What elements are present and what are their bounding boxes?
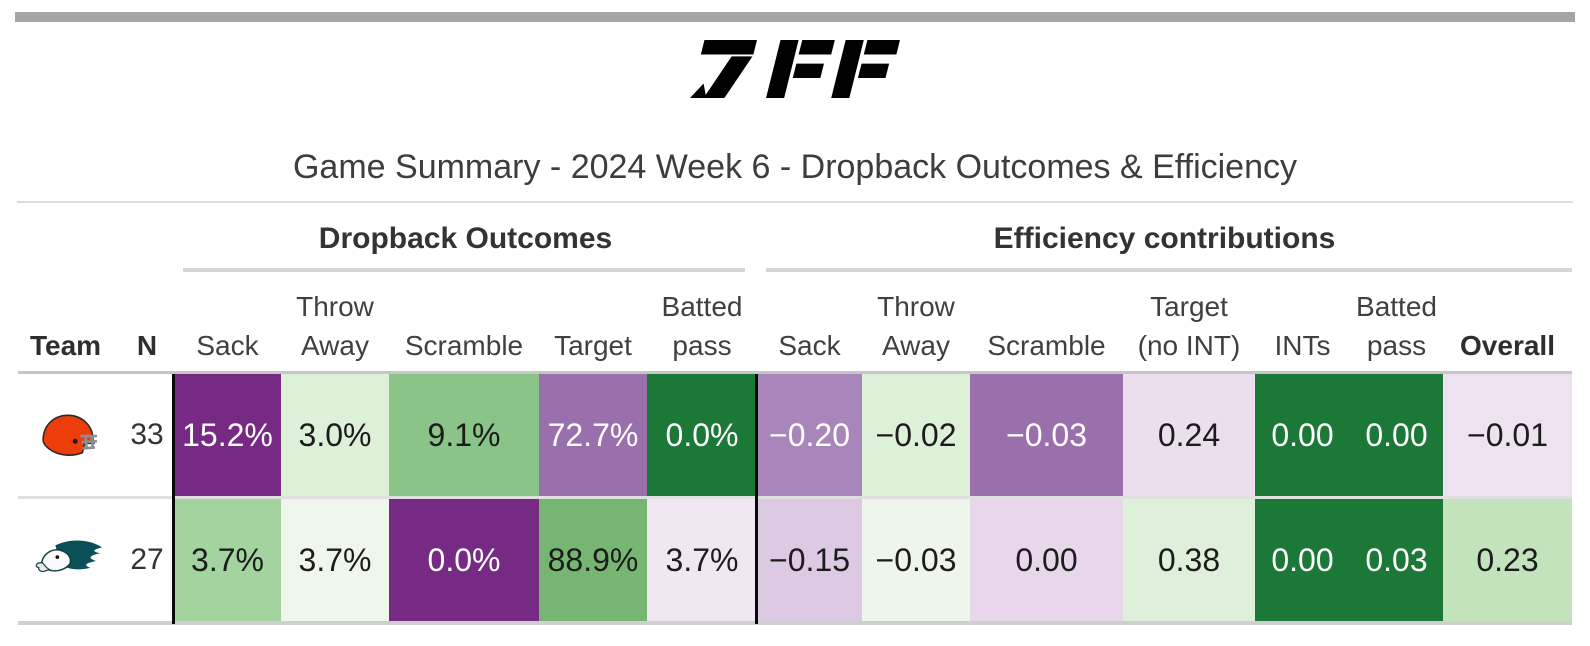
table-row-browns: 33 15.2% 3.0% 9.1% 72.7% 0.0% −0.20 −0.0… [18,374,1572,496]
col-header-db-sack: Sack [196,330,259,361]
col-header-db-batted-pass: Batted pass [661,291,743,361]
cell-overall: −0.01 [1443,374,1572,496]
cell-eff-batted-pass: 0.03 [1350,499,1443,621]
group-separator-line-right [755,374,758,624]
cell-eff-sack: −0.15 [757,499,862,621]
row-divider-line [18,496,1572,499]
group-separator-line-left [172,374,175,624]
cell-db-target: 72.7% [539,374,647,496]
title-divider-line [17,201,1573,203]
top-divider-bar [15,12,1575,22]
group-label: Dropback Outcomes [318,222,613,255]
cell-eff-throw-away: −0.03 [862,499,970,621]
group-header-spacer [18,210,174,272]
col-header-eff-sack: Sack [778,330,841,361]
cell-eff-ints: 0.00 [1255,499,1350,621]
cell-db-sack: 3.7% [174,499,281,621]
col-header-db-throw-away: Throw Away [296,291,374,361]
group-underline [766,268,1572,272]
cell-db-sack: 15.2% [174,374,281,496]
cell-eff-target-no-int: 0.38 [1123,499,1255,621]
col-header-team: Team [30,330,102,361]
cell-db-scramble: 9.1% [389,374,539,496]
cell-eff-scramble: −0.03 [970,374,1123,496]
cell-eff-throw-away: −0.02 [862,374,970,496]
col-header-db-target: Target [554,330,632,361]
col-header-db-scramble: Scramble [404,330,524,361]
summary-table: Dropback Outcomes Efficiency contributio… [18,210,1572,625]
col-header-eff-batted-pass: Batted pass [1356,291,1437,361]
cell-db-target: 88.9% [539,499,647,621]
header-divider-line [18,371,1572,374]
col-header-n: N [136,330,158,361]
cell-db-scramble: 0.0% [389,499,539,621]
bottom-divider-line [18,621,1572,625]
cell-db-batted-pass: 0.0% [647,374,757,496]
cell-eff-sack: −0.20 [757,374,862,496]
group-header-dropback-outcomes: Dropback Outcomes [174,210,757,272]
pff-logo [0,40,1590,98]
cell-eff-batted-pass: 0.00 [1350,374,1443,496]
cleveland-browns-helmet-logo [42,414,98,456]
column-group-header-row: Dropback Outcomes Efficiency contributio… [18,210,1572,272]
col-header-eff-scramble: Scramble [987,330,1106,361]
n-value: 33 [120,374,174,496]
philadelphia-eagles-logo [35,540,103,573]
col-header-eff-ints: INTs [1274,330,1331,361]
pff-logo-icon [690,40,900,98]
cell-eff-target-no-int: 0.24 [1123,374,1255,496]
column-header-row: Team N Sack Throw Away Scramble Target Ba… [18,272,1572,371]
page-title: Game Summary - 2024 Week 6 - Dropback Ou… [292,148,1297,186]
cell-db-throw-away: 3.7% [281,499,389,621]
col-header-eff-throw-away: Throw Away [877,291,955,361]
table-row-eagles: 27 3.7% 3.7% 0.0% 88.9% 3.7% −0.15 −0.03… [18,499,1572,621]
n-value: 27 [120,499,174,621]
cell-overall: 0.23 [1443,499,1572,621]
group-underline [183,268,745,272]
cell-db-throw-away: 3.0% [281,374,389,496]
team-logo-cell [18,499,120,621]
cell-db-batted-pass: 3.7% [647,499,757,621]
col-header-overall: Overall [1460,330,1555,361]
cell-eff-ints: 0.00 [1255,374,1350,496]
group-header-efficiency-contributions: Efficiency contributions [757,210,1572,272]
col-header-eff-target-no-int: Target (no INT) [1137,291,1241,361]
cell-eff-scramble: 0.00 [970,499,1123,621]
team-logo-cell [18,374,120,496]
group-label: Efficiency contributions [993,222,1336,255]
